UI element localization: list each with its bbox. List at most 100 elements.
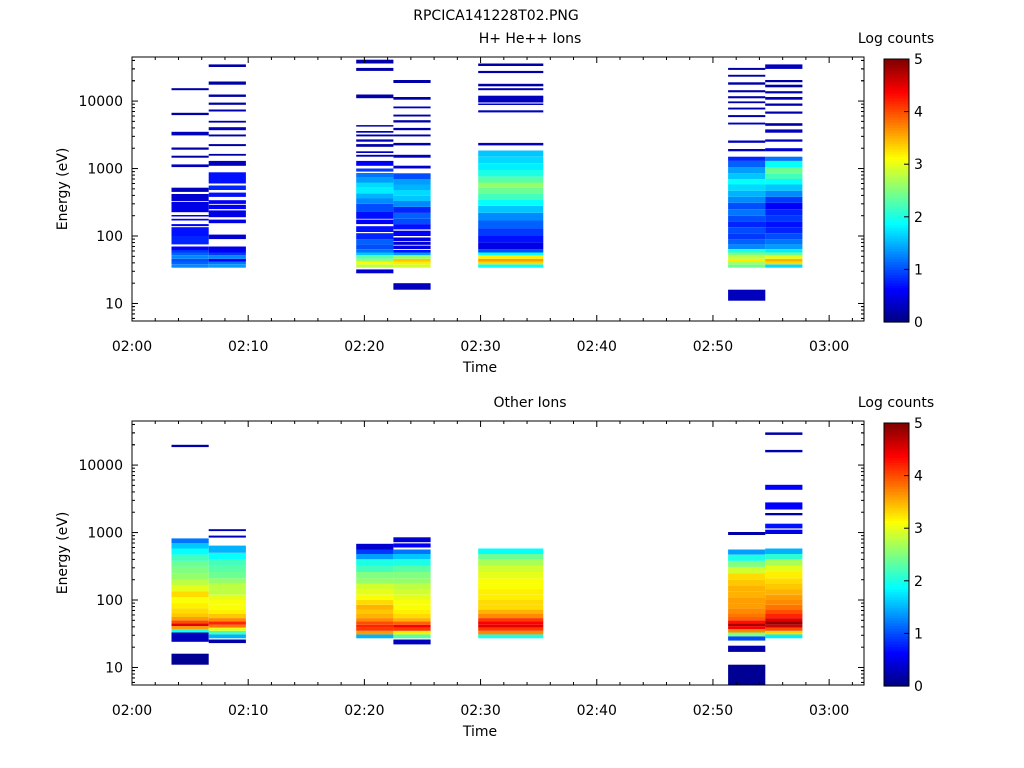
heatmap-cell	[765, 244, 803, 249]
colorbar-segment	[884, 122, 909, 126]
y-tick-label: 100	[96, 229, 123, 245]
colorbar-segment	[884, 145, 909, 150]
colorbar-segment	[884, 444, 909, 448]
colorbar-segment	[884, 496, 909, 500]
colorbar-segment	[884, 66, 909, 71]
colorbar-segment	[884, 250, 909, 255]
colorbar-segment	[884, 127, 909, 131]
heatmap-cell	[765, 604, 803, 610]
heatmap-cell	[765, 139, 803, 142]
colorbar-tick-label: 3	[914, 157, 923, 173]
heatmap-cell	[478, 176, 544, 183]
heatmap-cell	[728, 96, 766, 99]
heatmap-cell	[765, 249, 803, 253]
y-axis-label: Energy (eV)	[55, 512, 71, 595]
colorbar-segment	[884, 522, 909, 527]
y-tick-label: 100	[96, 593, 123, 609]
heatmap-cell	[728, 632, 766, 637]
colorbar-segment	[884, 499, 909, 503]
colorbar-segment	[884, 423, 909, 427]
heatmap-cell	[728, 67, 766, 70]
heatmap-cell	[393, 218, 431, 225]
colorbar-segment	[884, 604, 909, 608]
colorbar-segment	[884, 277, 909, 281]
heatmap-cell	[393, 604, 431, 610]
heatmap-cell	[478, 156, 544, 164]
heatmap-cell	[765, 91, 803, 94]
heatmap-cell	[356, 139, 394, 142]
heatmap-cell	[728, 239, 766, 245]
heatmap-cell	[356, 177, 394, 183]
heatmap-cell	[171, 566, 209, 574]
heatmap-cell	[393, 559, 431, 566]
heatmap-cell	[356, 583, 394, 590]
heatmap-cell	[478, 600, 544, 605]
colorbar-segment	[884, 85, 909, 89]
heatmap-cell	[393, 614, 431, 618]
heatmap-cell	[356, 261, 394, 265]
heatmap-cell	[478, 95, 544, 103]
heatmap-cell	[393, 639, 431, 645]
heatmap-cell	[765, 252, 803, 256]
heatmap-cell	[171, 215, 209, 217]
heatmap-cell	[478, 163, 544, 170]
heatmap-cell	[171, 579, 209, 586]
colorbar-segment	[884, 622, 909, 627]
heatmap-cell	[478, 187, 544, 194]
heatmap-cell	[728, 636, 766, 641]
heatmap-cell	[356, 621, 394, 625]
heatmap-cell	[171, 548, 209, 555]
heatmap-cell	[393, 114, 431, 117]
heatmap-cell	[478, 258, 544, 262]
colorbar-segment	[884, 672, 909, 677]
heatmap-cell	[356, 594, 394, 600]
heatmap-cell	[356, 627, 394, 631]
heatmap-cell	[393, 179, 431, 185]
colorbar-segment	[884, 216, 909, 221]
heatmap-cell	[171, 626, 209, 630]
heatmap-cell	[356, 239, 394, 245]
colorbar-segment	[884, 441, 909, 445]
heatmap-cell	[171, 632, 209, 642]
colorbar-segment	[884, 572, 909, 577]
y-tick-label: 10	[105, 660, 123, 676]
heatmap-cell	[356, 233, 394, 240]
heatmap-cell	[393, 594, 431, 600]
heatmap-cell	[171, 653, 209, 665]
heatmap-cell	[728, 156, 766, 161]
x-tick-label: 02:10	[228, 703, 268, 719]
heatmap-cell	[208, 529, 246, 532]
colorbar-segment	[884, 80, 909, 84]
heatmap-cell	[356, 154, 394, 157]
x-tick-label: 02:20	[344, 339, 384, 355]
heatmap-cell	[356, 198, 394, 204]
colorbar-segment	[884, 316, 909, 320]
colorbar-segment	[884, 470, 909, 474]
colorbar-segment	[884, 588, 909, 592]
colorbar-segment	[884, 662, 909, 666]
colorbar-segment	[884, 311, 909, 315]
colorbar-segment	[884, 235, 909, 239]
colorbar-segment	[884, 114, 909, 118]
heatmap-cell	[728, 617, 766, 621]
colorbar-segment	[884, 264, 909, 268]
heatmap-cell	[765, 103, 803, 106]
heatmap-cell	[208, 261, 246, 265]
heatmap-cell	[208, 81, 246, 85]
colorbar-segment	[884, 285, 909, 289]
heatmap-cell	[393, 245, 431, 250]
colorbar-segment	[884, 158, 909, 163]
colorbar-segment	[884, 678, 909, 682]
heatmap-cell	[765, 589, 803, 595]
colorbar-segment	[884, 575, 909, 579]
heatmap-cell	[765, 129, 803, 133]
colorbar-segment	[884, 300, 909, 305]
colorbar-segment	[884, 467, 909, 471]
heatmap-cell	[393, 578, 431, 584]
heatmap-cell	[208, 594, 246, 600]
colorbar-segment	[884, 77, 909, 81]
heatmap-cell	[356, 634, 394, 639]
x-tick-label: 02:50	[693, 339, 733, 355]
heatmap-cell	[478, 572, 544, 579]
heatmap-cell	[208, 609, 246, 614]
